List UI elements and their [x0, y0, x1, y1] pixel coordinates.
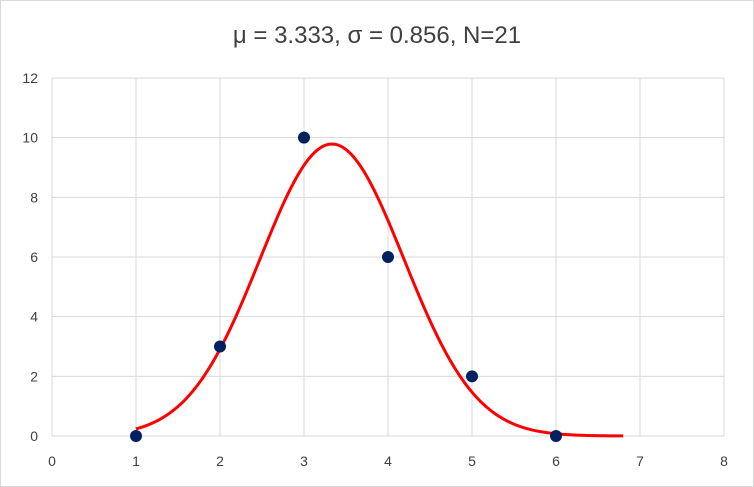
fitted-curve-group: [135, 142, 624, 438]
x-axis-ticks: 0 1 2 3 4 5 6 7 8: [48, 453, 728, 469]
data-point: [298, 131, 310, 144]
y-tick-label: 4: [30, 309, 38, 325]
x-tick-label: 5: [468, 453, 476, 469]
data-point: [466, 370, 478, 383]
x-tick-label: 8: [720, 453, 728, 469]
data-points-group: [130, 131, 562, 442]
y-tick-label: 10: [22, 130, 38, 146]
y-tick-label: 0: [30, 428, 38, 444]
y-axis-ticks: 0 2 4 6 8 10 12: [22, 70, 38, 444]
x-tick-label: 2: [216, 453, 224, 469]
y-tick-label: 12: [22, 70, 38, 86]
x-tick-label: 4: [384, 453, 392, 469]
data-point: [382, 251, 394, 263]
data-point: [550, 430, 562, 442]
data-point: [130, 430, 142, 442]
y-tick-label: 8: [30, 189, 38, 205]
fitted-curve: [135, 142, 624, 438]
y-tick-label: 2: [30, 368, 38, 384]
chart-title: μ = 3.333, σ = 0.856, N=21: [232, 22, 522, 49]
data-point: [214, 340, 226, 353]
x-tick-label: 1: [132, 453, 140, 469]
y-tick-label: 6: [30, 249, 38, 265]
x-tick-label: 6: [552, 453, 560, 469]
x-tick-label: 3: [300, 453, 308, 469]
x-tick-label: 0: [48, 453, 56, 469]
x-tick-label: 7: [636, 453, 644, 469]
